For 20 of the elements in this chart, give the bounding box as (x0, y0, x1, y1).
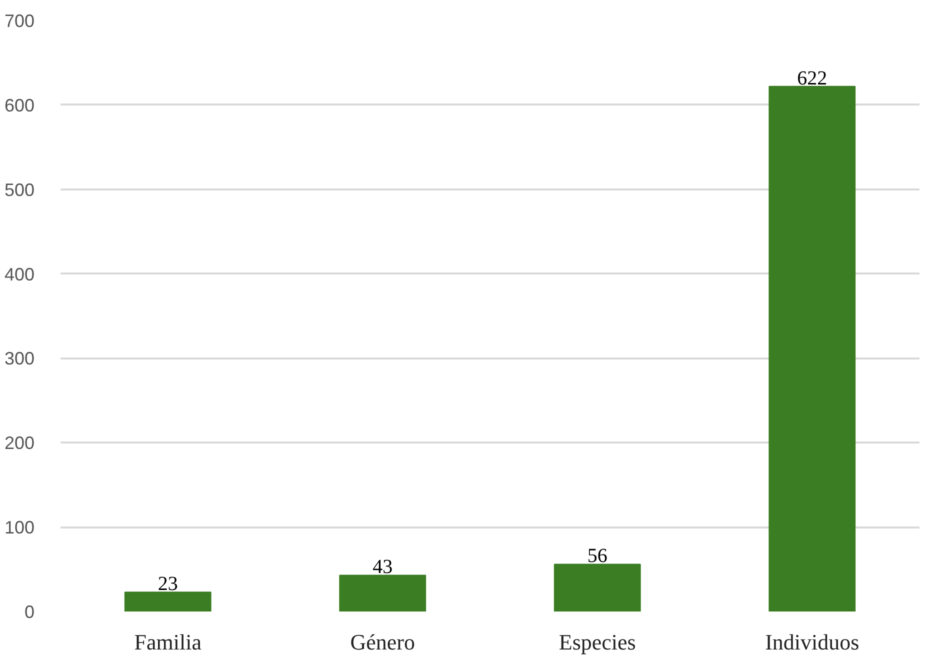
data-label: 56 (587, 545, 608, 568)
y-tick-label: 600 (4, 95, 35, 116)
x-tick-label: Familia (134, 630, 202, 654)
bar (124, 592, 212, 612)
bar (768, 86, 856, 612)
y-tick-label: 200 (4, 433, 35, 454)
bar (554, 564, 641, 612)
x-tick-label: Especies (558, 630, 636, 654)
data-label: 43 (372, 556, 393, 578)
y-tick-label: 500 (4, 180, 35, 200)
data-label: 23 (158, 573, 178, 596)
data-label: 622 (797, 67, 828, 90)
x-tick-label: Género (350, 630, 416, 654)
y-tick-label: 100 (4, 518, 35, 538)
y-tick-label: 300 (4, 348, 35, 369)
bar (339, 574, 426, 612)
y-tick-label: 0 (24, 602, 35, 622)
x-tick-label: Individuos (765, 630, 860, 654)
y-tick-label: 700 (4, 11, 35, 31)
y-tick-label: 400 (4, 264, 35, 284)
